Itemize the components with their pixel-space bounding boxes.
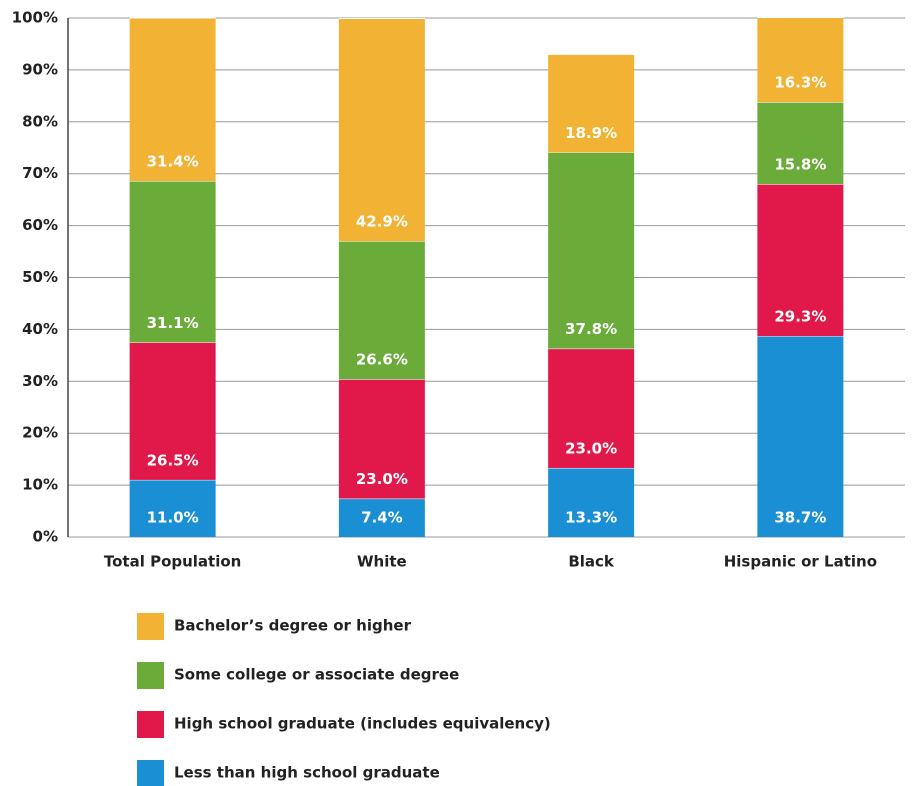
- y-tick-label: 20%: [22, 424, 58, 442]
- x-tick-label: Black: [568, 553, 615, 571]
- y-tick-label: 80%: [22, 112, 58, 130]
- value-label: 15.8%: [774, 156, 826, 174]
- bar-segment: [757, 102, 844, 185]
- value-label: 23.0%: [565, 439, 617, 457]
- legend-swatch: [137, 711, 164, 738]
- legend-label: High school graduate (includes equivalen…: [174, 715, 551, 733]
- value-label: 23.0%: [356, 470, 408, 488]
- legend-swatch: [137, 613, 164, 640]
- value-label: 7.4%: [361, 509, 403, 527]
- value-label: 16.3%: [774, 74, 826, 92]
- x-tick-label: White: [357, 553, 407, 571]
- value-label: 26.5%: [147, 451, 199, 469]
- value-label: 11.0%: [147, 509, 199, 527]
- bar-segment: [338, 18, 425, 242]
- bar-segment: [129, 180, 216, 343]
- bar-segment: [338, 498, 425, 537]
- y-tick-label: 60%: [22, 216, 58, 234]
- y-tick-label: 70%: [22, 164, 58, 182]
- bar-segment: [548, 348, 635, 468]
- bar-segment: [548, 467, 635, 537]
- bar-segment: [338, 379, 425, 499]
- y-tick-label: 90%: [22, 60, 58, 78]
- bar-segment: [757, 336, 844, 537]
- value-label: 26.6%: [356, 351, 408, 369]
- bar-segment: [548, 54, 635, 153]
- y-tick-label: 50%: [22, 268, 58, 286]
- legend-label: Less than high school graduate: [174, 764, 440, 782]
- value-label: 13.3%: [565, 509, 617, 527]
- value-label: 37.8%: [565, 320, 617, 338]
- value-label: 31.1%: [147, 314, 199, 332]
- value-label: 29.3%: [774, 308, 826, 326]
- x-tick-label: Hispanic or Latino: [724, 553, 877, 571]
- y-tick-label: 0%: [33, 528, 58, 546]
- legend-label: Bachelor’s degree or higher: [174, 617, 412, 635]
- value-label: 42.9%: [356, 213, 408, 231]
- bar-segment: [129, 18, 216, 181]
- bar-segment: [548, 152, 635, 349]
- bar-segment: [757, 184, 844, 337]
- legend-swatch: [137, 760, 164, 786]
- legend-swatch: [137, 662, 164, 689]
- value-label: 18.9%: [565, 124, 617, 142]
- bar-segment: [129, 479, 216, 537]
- bar-segment: [338, 241, 425, 380]
- bar-segment: [129, 342, 216, 480]
- value-label: 31.4%: [147, 152, 199, 170]
- y-tick-label: 10%: [22, 476, 58, 494]
- value-label: 38.7%: [774, 509, 826, 527]
- y-tick-label: 100%: [12, 9, 58, 27]
- y-tick-label: 40%: [22, 320, 58, 338]
- bar-segment: [757, 17, 844, 103]
- legend-label: Some college or associate degree: [174, 666, 459, 684]
- x-tick-label: Total Population: [104, 553, 241, 571]
- y-tick-label: 30%: [22, 372, 58, 390]
